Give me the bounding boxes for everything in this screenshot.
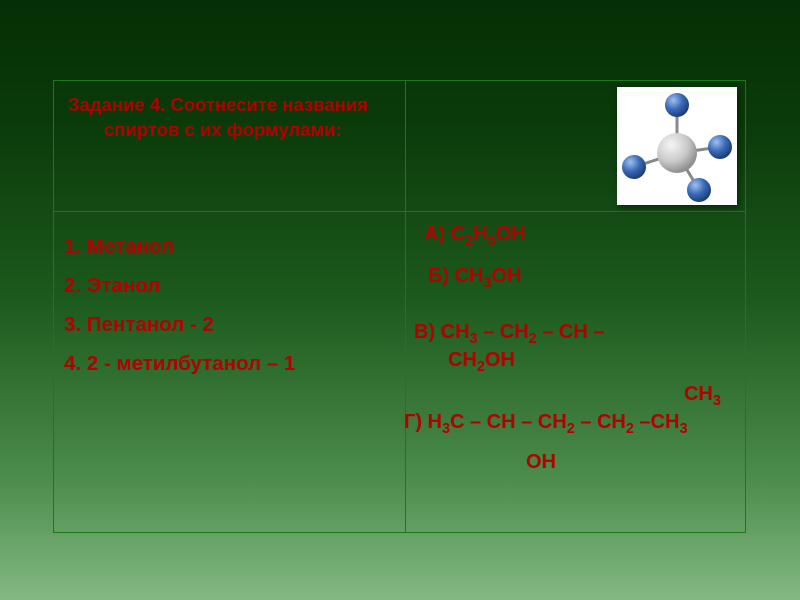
list-item-2: 2. Этанол xyxy=(64,267,405,306)
option-v-line2: СН2ОН xyxy=(448,348,515,372)
task-line1-rest: . Соотнесите названия xyxy=(160,94,368,115)
name-list: 1. Метанол 2. Этанол 3. Пентанол - 2 4. … xyxy=(54,212,405,384)
molecule-image xyxy=(617,87,737,205)
formula-list: А) С2Н5ОН Б) СН3ОН В) СН3 – СН2 – СН – С… xyxy=(406,212,745,532)
list-item-4: 4. 2 - метилбутанол – 1 xyxy=(64,345,405,384)
content-table: Задание 4. Соотнесите названия спиртов с… xyxy=(53,80,746,533)
body-cell-right: А) С2Н5ОН Б) СН3ОН В) СН3 – СН2 – СН – С… xyxy=(405,212,745,533)
option-g-line1: Г) Н3С – СН – СН2 – СН2 –СН3 xyxy=(404,410,687,434)
option-v-line1: В) СН3 – СН2 – СН – xyxy=(414,320,605,344)
option-a: А) С2Н5ОН xyxy=(424,222,526,246)
header-cell-left: Задание 4. Соотнесите названия спиртов с… xyxy=(54,81,406,212)
list-item-3: 3. Пентанол - 2 xyxy=(64,306,405,345)
task-header: Задание 4. Соотнесите названия спиртов с… xyxy=(54,81,405,143)
task-number: Задание 4 xyxy=(68,94,160,115)
body-cell-left: 1. Метанол 2. Этанол 3. Пентанол - 2 4. … xyxy=(54,212,406,533)
molecule-icon xyxy=(617,87,737,205)
header-cell-right xyxy=(405,81,745,212)
list-item-1: 1. Метанол xyxy=(64,228,405,267)
option-g-oh: ОН xyxy=(526,450,556,474)
task-line2: спиртов с их формулами: xyxy=(68,118,391,143)
option-v-branch: СН3 xyxy=(684,382,721,406)
option-b: Б) СН3ОН xyxy=(428,264,522,288)
